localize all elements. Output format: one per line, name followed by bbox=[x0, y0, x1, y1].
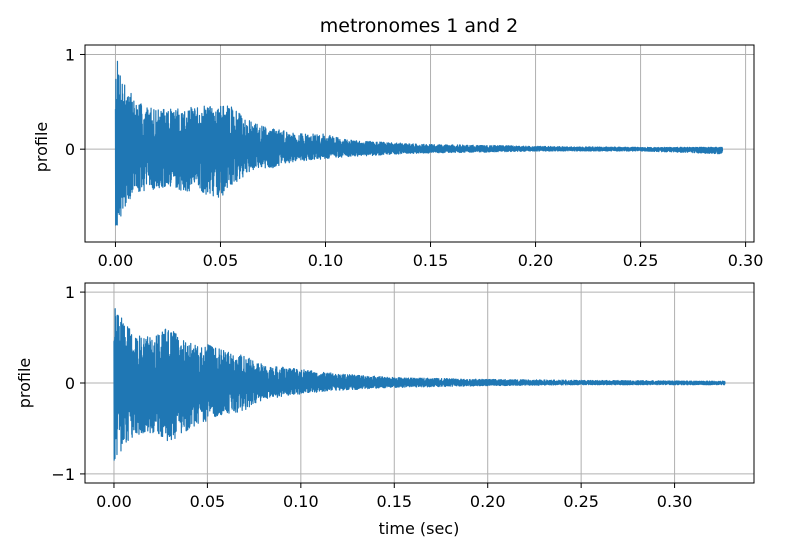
x-tick-label: 0.30 bbox=[728, 251, 764, 270]
x-tick-label: 0.30 bbox=[657, 492, 693, 511]
top-ticks: 0.00 0.05 0.10 0.15 0.20 0.25 0.30 1 0 bbox=[65, 45, 764, 270]
bottom-waveform-series bbox=[113, 308, 726, 461]
bottom-ticks: 0.00 0.05 0.10 0.15 0.20 0.25 0.30 1 0 −1 bbox=[51, 283, 692, 511]
x-tick-label: 0.05 bbox=[190, 492, 226, 511]
x-tick-label: 0.05 bbox=[203, 251, 239, 270]
y-tick-label: 1 bbox=[65, 283, 75, 302]
x-tick-label: 0.10 bbox=[308, 251, 344, 270]
chart-title: metronomes 1 and 2 bbox=[320, 15, 518, 37]
x-tick-label: 0.15 bbox=[413, 251, 449, 270]
top-y-axis-label: profile bbox=[32, 122, 51, 173]
x-tick-label: 0.20 bbox=[518, 251, 554, 270]
bottom-subplot: 0.00 0.05 0.10 0.15 0.20 0.25 0.30 1 0 −1 profile… bbox=[15, 282, 755, 538]
x-tick-label: 0.10 bbox=[283, 492, 319, 511]
x-tick-label: 0.00 bbox=[96, 492, 132, 511]
y-tick-label: −1 bbox=[51, 465, 75, 484]
x-tick-label: 0.25 bbox=[623, 251, 659, 270]
x-axis-label: time (sec) bbox=[379, 519, 460, 538]
x-tick-label: 0.00 bbox=[98, 251, 134, 270]
top-subplot: metronomes 1 and 2 0.00 0.05 0.10 0.15 0.20 0… bbox=[32, 15, 763, 270]
y-tick-label: 0 bbox=[65, 140, 75, 159]
x-tick-label: 0.25 bbox=[563, 492, 599, 511]
top-axes-frame bbox=[84, 44, 755, 243]
y-tick-label: 0 bbox=[65, 374, 75, 393]
top-waveform-series bbox=[114, 60, 724, 226]
y-tick-label: 1 bbox=[65, 45, 75, 64]
x-tick-label: 0.20 bbox=[470, 492, 506, 511]
bottom-y-axis-label: profile bbox=[15, 358, 34, 409]
x-tick-label: 0.15 bbox=[376, 492, 412, 511]
